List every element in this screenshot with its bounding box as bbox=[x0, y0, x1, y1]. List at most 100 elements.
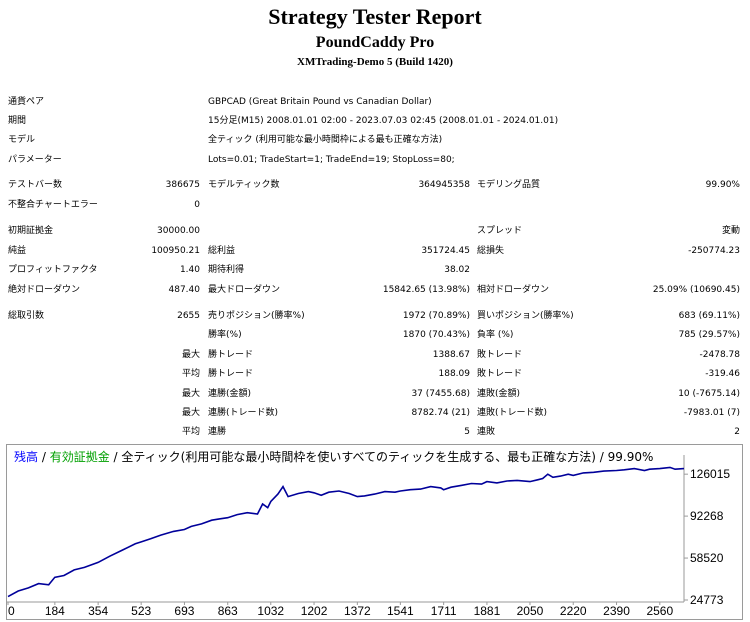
max-cons-profit-value: 8782.74 (21) bbox=[411, 408, 470, 418]
rel-drawdown-label: 相対ドローダウン bbox=[477, 285, 550, 295]
short-positions-value: 1972 (70.89%) bbox=[402, 311, 470, 321]
max-drawdown-value: 15842.65 (13.98%) bbox=[382, 285, 470, 295]
x-tick-label: 1881 bbox=[474, 604, 501, 618]
info-value-model: 全ティック (利用可能な最小時間枠による最も正確な方法) bbox=[208, 135, 443, 145]
netprofit-label: 純益 bbox=[8, 246, 27, 256]
avg-word-2: 平均 bbox=[181, 427, 200, 437]
x-tick-label: 1032 bbox=[257, 604, 284, 618]
max-win-label: 勝トレード bbox=[208, 350, 254, 360]
max-cons-loss-label: 連敗(金額) bbox=[477, 389, 521, 399]
grossprofit-value: 351724.45 bbox=[421, 246, 470, 256]
profit-factor-label: プロフィットファクタ bbox=[8, 265, 98, 275]
balance-chart-frame bbox=[6, 444, 743, 620]
expected-payoff-label: 期待利得 bbox=[208, 265, 245, 275]
x-tick-label: 523 bbox=[131, 604, 151, 618]
x-tick-label: 2560 bbox=[646, 604, 673, 618]
max-word-2: 最大 bbox=[181, 389, 200, 399]
avg-cons-win-value: 5 bbox=[464, 427, 470, 437]
max-loss-label: 敗トレード bbox=[477, 350, 523, 360]
bars-label: テストバー数 bbox=[8, 180, 63, 190]
quality-label: モデリング品質 bbox=[477, 180, 541, 190]
rel-drawdown-value: 25.09% (10690.45) bbox=[652, 285, 740, 295]
account-build: XMTrading-Demo 5 (Build 1420) bbox=[297, 56, 453, 68]
x-tick-label: 693 bbox=[174, 604, 194, 618]
max-word: 最大 bbox=[181, 350, 200, 360]
info-label-period: 期間 bbox=[8, 116, 27, 126]
avg-win-label: 勝トレード bbox=[208, 369, 254, 379]
grossprofit-label: 総利益 bbox=[208, 246, 236, 256]
x-tick-label: 1711 bbox=[431, 604, 457, 618]
mismatch-label: 不整合チャートエラー bbox=[8, 200, 98, 210]
avg-word: 平均 bbox=[181, 369, 200, 379]
avg-cons-loss-value: 2 bbox=[734, 427, 740, 437]
legend-separator: / bbox=[38, 450, 50, 464]
legend-description: / 全ティック(利用可能な最小時間枠を使いすべてのティックを生成する、最も正確な… bbox=[109, 450, 654, 464]
max-cons-win-value: 37 (7455.68) bbox=[411, 389, 470, 399]
max-loss-value: -2478.78 bbox=[699, 350, 740, 360]
x-tick-label: 0 bbox=[8, 604, 15, 618]
avg-win-value: 188.09 bbox=[438, 369, 471, 379]
short-positions-label: 売りポジション(勝率%) bbox=[208, 311, 305, 321]
spread-label: スプレッド bbox=[477, 226, 523, 236]
winrate-label: 勝率(%) bbox=[208, 330, 242, 340]
ticks-value: 364945358 bbox=[418, 180, 470, 190]
spread-value: 変動 bbox=[721, 226, 740, 236]
abs-drawdown-value: 487.40 bbox=[168, 285, 201, 295]
deposit-label: 初期証拠金 bbox=[8, 226, 54, 236]
avg-loss-value: -319.46 bbox=[705, 369, 740, 379]
y-tick-label: 58520 bbox=[690, 551, 724, 565]
info-label-symbol: 通貨ペア bbox=[8, 97, 45, 107]
info-value-parameters: Lots=0.01; TradeStart=1; TradeEnd=19; St… bbox=[208, 155, 455, 165]
avg-cons-loss-label: 連敗 bbox=[477, 427, 496, 437]
x-tick-label: 2390 bbox=[603, 604, 630, 618]
balance-line bbox=[7, 466, 685, 598]
info-value-symbol: GBPCAD (Great Britain Pound vs Canadian … bbox=[208, 97, 432, 107]
chart-legend: 残高 / 有効証拠金 / 全ティック(利用可能な最小時間枠を使いすべてのティック… bbox=[14, 448, 653, 465]
max-win-value: 1388.67 bbox=[432, 350, 470, 360]
max-cons-lossamt-value: -7983.01 (7) bbox=[683, 408, 740, 418]
netprofit-value: 100950.21 bbox=[151, 246, 200, 256]
lossrate-value: 785 (29.57%) bbox=[678, 330, 740, 340]
legend-equity: 有効証拠金 bbox=[49, 450, 110, 464]
max-drawdown-label: 最大ドローダウン bbox=[208, 285, 281, 295]
mismatch-value: 0 bbox=[194, 200, 200, 210]
bars-value: 386675 bbox=[165, 180, 200, 190]
expected-payoff-value: 38.02 bbox=[444, 265, 470, 275]
x-tick-label: 1372 bbox=[344, 604, 371, 618]
x-tick-label: 863 bbox=[218, 604, 238, 618]
max-cons-win-label: 連勝(金額) bbox=[208, 389, 252, 399]
expert-name: PoundCaddy Pro bbox=[315, 34, 435, 51]
winrate-value: 1870 (70.43%) bbox=[402, 330, 470, 340]
max-cons-loss-value: 10 (-7675.14) bbox=[678, 389, 740, 399]
profit-factor-value: 1.40 bbox=[179, 265, 200, 275]
x-tick-label: 2050 bbox=[517, 604, 544, 618]
max-cons-profit-label: 連勝(トレード数) bbox=[208, 408, 279, 418]
total-trades-label: 総取引数 bbox=[8, 311, 45, 321]
max-word-3: 最大 bbox=[181, 408, 200, 418]
max-cons-lossamt-label: 連敗(トレード数) bbox=[477, 408, 548, 418]
ticks-label: モデルティック数 bbox=[208, 180, 280, 190]
x-tick-label: 184 bbox=[45, 604, 65, 618]
x-tick-label: 2220 bbox=[560, 604, 587, 618]
y-tick-label: 92268 bbox=[690, 509, 724, 523]
long-positions-value: 683 (69.11%) bbox=[678, 311, 740, 321]
avg-cons-win-label: 連勝 bbox=[208, 427, 227, 437]
abs-drawdown-label: 絶対ドローダウン bbox=[8, 285, 81, 295]
info-label-parameters: パラメーター bbox=[8, 155, 62, 165]
grossloss-value: -250774.23 bbox=[688, 246, 740, 256]
long-positions-label: 買いポジション(勝率%) bbox=[477, 311, 574, 321]
legend-balance: 残高 bbox=[14, 450, 39, 464]
quality-value: 99.90% bbox=[705, 180, 740, 190]
deposit-value: 30000.00 bbox=[157, 226, 200, 236]
lossrate-label: 負率 (%) bbox=[477, 330, 514, 340]
x-tick-label: 1541 bbox=[387, 604, 414, 618]
x-tick-label: 354 bbox=[88, 604, 108, 618]
grossloss-label: 総損失 bbox=[477, 246, 505, 256]
report-title: Strategy Tester Report bbox=[268, 4, 482, 29]
y-tick-label: 126015 bbox=[690, 467, 730, 481]
x-tick-label: 1202 bbox=[301, 604, 328, 618]
info-label-model: モデル bbox=[8, 135, 36, 145]
info-value-period: 15分足(M15) 2008.01.01 02:00 - 2023.07.03 … bbox=[208, 116, 559, 126]
total-trades-value: 2655 bbox=[177, 311, 200, 321]
avg-loss-label: 敗トレード bbox=[477, 369, 523, 379]
